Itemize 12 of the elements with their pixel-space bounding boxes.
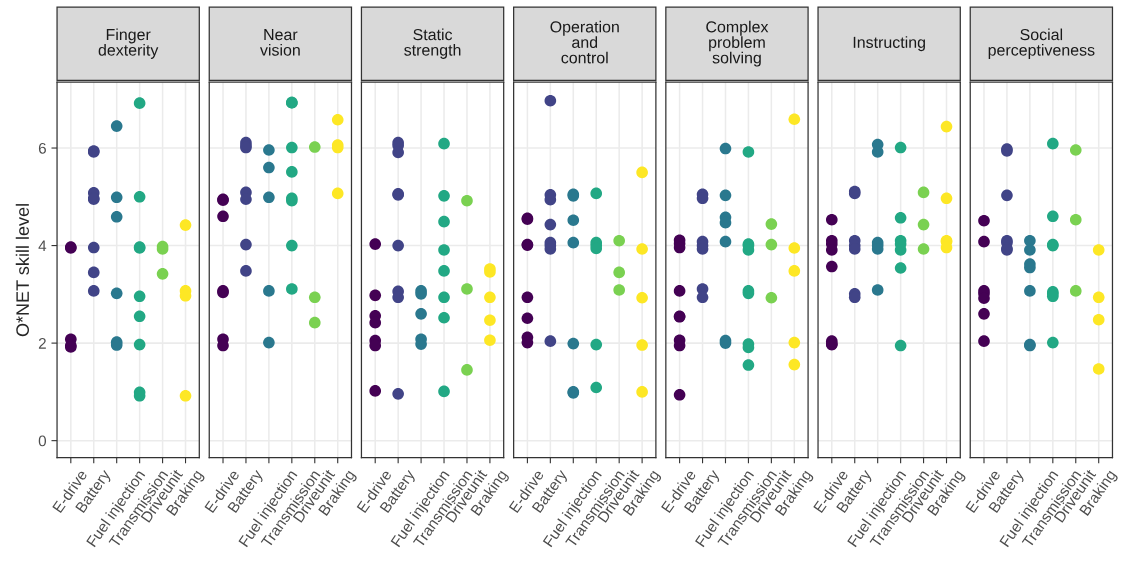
chart-title: Complex problem solving <box>706 20 769 67</box>
y-tick-label: 4 <box>38 240 47 252</box>
chart-title: Operation and control <box>550 20 619 64</box>
chart-title: Social perceptiveness <box>988 28 1095 59</box>
chart-title: Instructing <box>853 36 925 52</box>
y-tick-label: 0 <box>38 435 47 447</box>
y-tick-label: 2 <box>38 337 46 349</box>
y-axis-title: O*NET skill level <box>15 204 30 337</box>
chart-title: Near vision <box>260 29 300 56</box>
y-tick-label: 6 <box>38 142 46 154</box>
chart-title: Static strength <box>404 28 461 59</box>
chart-title: Finger dexterity <box>98 28 159 59</box>
